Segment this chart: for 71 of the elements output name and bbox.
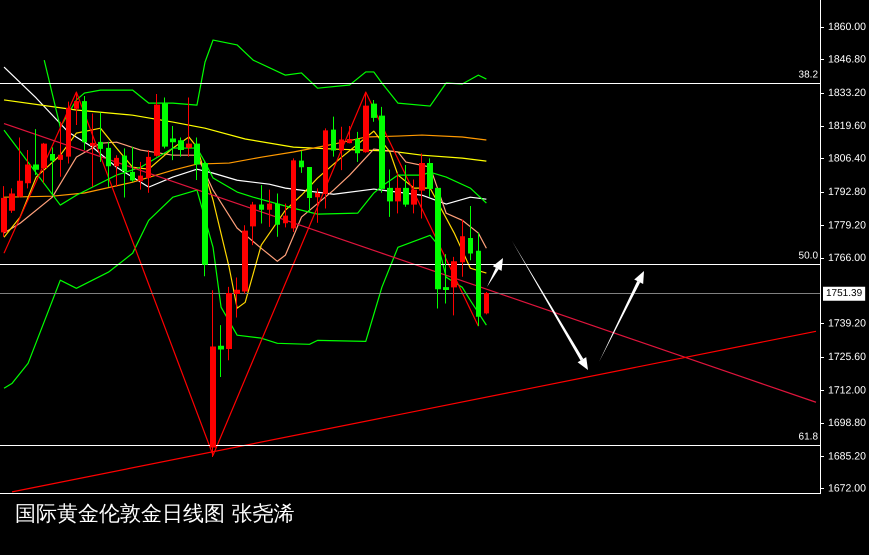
y-tick-label: 1860.00 <box>828 21 866 34</box>
line-series <box>3 99 487 162</box>
candlestick <box>1 186 7 238</box>
candlestick <box>460 219 465 278</box>
candlestick <box>476 232 481 327</box>
candlestick <box>154 94 160 158</box>
candlestick <box>138 161 143 190</box>
candlestick <box>307 166 312 212</box>
y-tick-label: 1712.00 <box>828 384 866 396</box>
annotation: 61.8 <box>798 432 818 443</box>
candlestick <box>315 188 320 224</box>
y-tick-label: 1819.60 <box>828 120 866 132</box>
candlestick <box>484 291 489 315</box>
y-tick-label: 1846.80 <box>828 53 866 66</box>
candlestick <box>371 99 377 122</box>
candlestick <box>347 125 352 144</box>
candlestick <box>250 201 256 246</box>
y-tick-label: 1672.00 <box>828 482 866 495</box>
candlestick <box>186 96 192 158</box>
candlestick <box>50 146 55 196</box>
candlestick <box>403 164 409 208</box>
candlestick <box>17 137 23 198</box>
candlestick <box>106 141 111 188</box>
candlestick <box>58 121 63 178</box>
candlestick <box>299 150 304 174</box>
y-tick-label: 1685.20 <box>828 450 866 462</box>
candlestick <box>218 324 224 378</box>
line-series <box>3 142 487 262</box>
y-tick-label: 1725.60 <box>828 351 866 364</box>
text: 国际黄金伦敦金日线图 张尧浠 <box>15 502 295 526</box>
ref-line-label: 1751.39 <box>826 288 863 300</box>
candlestick <box>355 131 360 162</box>
candlestick <box>331 116 336 158</box>
candlestick <box>194 137 200 181</box>
candlestick <box>395 172 401 214</box>
candlestick <box>323 128 328 209</box>
candlestick <box>178 137 184 158</box>
line-series <box>3 134 487 198</box>
candlestick <box>82 96 87 151</box>
candlestick <box>468 206 473 261</box>
candlestick <box>146 150 151 194</box>
candlestick <box>242 224 248 294</box>
candlestick <box>90 112 95 188</box>
candlestick <box>41 142 47 184</box>
y-tick-label: 1779.20 <box>828 219 866 232</box>
annotation: 38.2 <box>798 70 818 81</box>
y-tick-label: 1792.80 <box>828 186 866 198</box>
candlestick <box>234 276 240 318</box>
y-tick-label: 1739.20 <box>828 318 866 330</box>
candlestick <box>25 150 31 189</box>
candlestick <box>411 179 417 214</box>
candlestick <box>66 101 71 164</box>
candlestick <box>114 154 119 188</box>
candlestick <box>9 188 15 214</box>
y-tick-label: 1766.00 <box>828 252 866 264</box>
candlestick <box>267 189 272 228</box>
candlestick <box>226 286 232 361</box>
candlestick <box>122 148 127 198</box>
candlestick <box>419 152 425 220</box>
annotation: 50.0 <box>798 250 818 262</box>
y-tick-label: 1698.80 <box>828 416 866 429</box>
candlestick <box>291 158 296 232</box>
candlestick <box>98 112 103 162</box>
candlestick <box>451 256 457 316</box>
candlestick <box>427 158 433 198</box>
candlestick <box>130 146 135 182</box>
candlestick <box>443 254 449 304</box>
y-tick-label: 1806.40 <box>828 152 866 165</box>
candlestick <box>339 126 344 171</box>
candlestick <box>283 203 288 228</box>
y-tick-label: 1833.20 <box>828 86 866 99</box>
